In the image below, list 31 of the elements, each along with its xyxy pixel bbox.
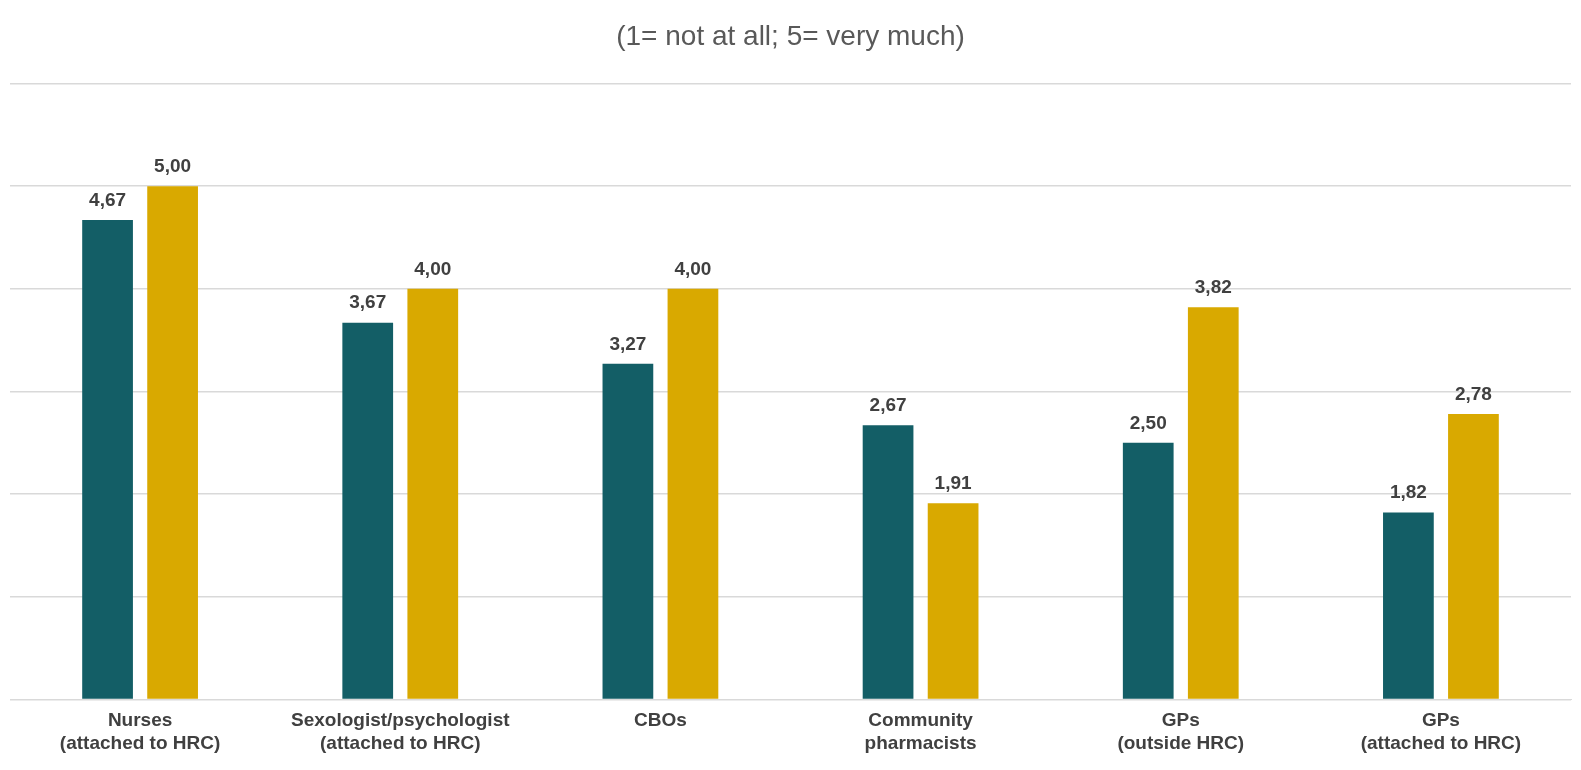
x-tick-label: Sexologist/psychologist (attached to HRC)	[290, 709, 511, 753]
data-label: 3,82	[1194, 276, 1232, 298]
data-label: 2,67	[869, 394, 907, 416]
bar	[1122, 442, 1174, 699]
bar	[1187, 307, 1239, 699]
data-label: 4,00	[674, 257, 712, 279]
chart-title: (1= not at all; 5= very much)	[616, 19, 965, 51]
data-label: 4,67	[89, 188, 127, 210]
data-label: 2,78	[1454, 382, 1492, 404]
x-tick-label: CBOs	[634, 709, 687, 731]
data-label: 2,50	[1129, 411, 1167, 433]
data-label: 1,91	[934, 472, 973, 494]
bar	[927, 503, 979, 699]
data-label: 5,00	[154, 154, 192, 176]
bar	[342, 322, 394, 699]
data-label: 1,82	[1389, 481, 1427, 503]
bar	[1448, 414, 1499, 699]
x-tick-label: Nurses (attached to HRC)	[59, 709, 221, 753]
x-tick-label: Community pharmacists	[864, 709, 977, 753]
data-label: 3,27	[609, 332, 647, 354]
bar	[602, 363, 654, 699]
bar	[862, 425, 914, 699]
bar	[667, 288, 719, 699]
data-label: 3,67	[349, 291, 387, 313]
bar	[82, 220, 133, 699]
bar	[147, 186, 198, 699]
x-tick-label: GPs (outside HRC)	[1117, 709, 1245, 753]
bar	[407, 288, 459, 699]
bar	[1383, 512, 1434, 699]
data-label: 4,00	[414, 257, 452, 279]
x-tick-label: GPs (attached to HRC)	[1360, 709, 1522, 753]
